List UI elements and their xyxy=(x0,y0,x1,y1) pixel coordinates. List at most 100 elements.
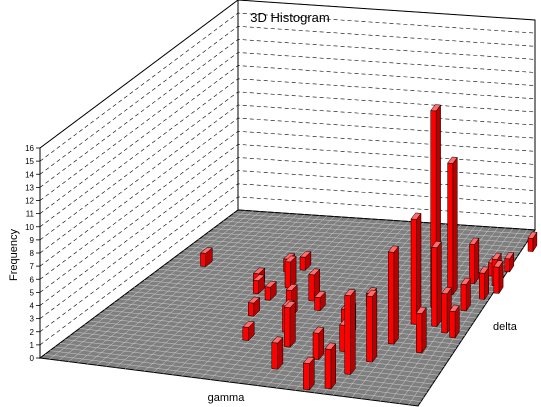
histogram-bar xyxy=(247,296,261,317)
grid-line xyxy=(39,144,536,293)
bar-top xyxy=(430,104,442,112)
z-tick-label: 8 xyxy=(30,249,35,258)
bar-top xyxy=(264,280,277,288)
bar-front xyxy=(308,274,315,302)
histogram-bar xyxy=(366,289,378,363)
chart-walls xyxy=(39,0,536,359)
bar-front xyxy=(447,162,454,295)
z-tick-label: 5 xyxy=(30,288,35,297)
bar-front xyxy=(431,247,438,327)
bar-side xyxy=(372,289,378,363)
bar-front xyxy=(493,266,500,294)
grid-line xyxy=(39,25,536,175)
bar-side xyxy=(330,342,336,390)
chart-bars xyxy=(199,104,538,391)
bar-top xyxy=(447,156,458,164)
bar-top xyxy=(252,267,266,275)
floor-grid-line xyxy=(173,257,497,288)
bar-top xyxy=(491,252,502,260)
histogram-bar xyxy=(324,342,337,390)
grid-line xyxy=(39,91,536,241)
z-tick-label: 12 xyxy=(25,197,34,206)
z-tick-label: 16 xyxy=(25,144,34,153)
bar-front xyxy=(416,312,423,354)
bar-top xyxy=(242,320,255,328)
z-tick-label: 14 xyxy=(25,170,34,179)
z-tick-label: 3 xyxy=(30,315,35,324)
bar-top xyxy=(252,274,266,281)
histogram-bar xyxy=(387,245,399,345)
histogram-bar xyxy=(449,304,460,339)
bar-top xyxy=(324,342,337,350)
bar-top xyxy=(283,252,296,260)
floor-grid-line xyxy=(233,213,533,235)
y-axis-label: delta xyxy=(493,321,518,333)
histogram-bar xyxy=(431,240,442,328)
floor-grid-line xyxy=(198,239,512,266)
grid-line xyxy=(39,196,536,346)
bar-side xyxy=(393,245,399,345)
histogram-bar xyxy=(493,260,504,295)
bar-top xyxy=(344,288,356,297)
histogram-bar xyxy=(271,336,284,371)
bar-front xyxy=(200,252,206,267)
bar-top xyxy=(415,306,427,314)
bar-top xyxy=(469,237,480,245)
floor-grid-line xyxy=(213,228,521,253)
bar-top xyxy=(312,326,325,334)
bar-front xyxy=(312,332,320,360)
histogram-bar xyxy=(344,288,356,376)
bar-top xyxy=(387,245,399,253)
bar-top xyxy=(366,289,378,297)
histogram-bar xyxy=(447,156,458,296)
chart-title: 3D Histogram xyxy=(250,10,329,25)
x-axis-label: gamma xyxy=(208,392,246,404)
bar-front xyxy=(479,272,485,300)
bar-top xyxy=(441,286,452,295)
histogram-bar xyxy=(478,266,490,301)
bar-front xyxy=(339,324,346,352)
z-tick-label: 0 xyxy=(30,354,35,363)
z-tick-label: 15 xyxy=(25,157,34,166)
bar-top xyxy=(285,283,298,291)
floor-grid-line xyxy=(313,224,454,393)
bar-front xyxy=(366,295,373,363)
bar-side xyxy=(474,237,480,285)
bar-top xyxy=(271,336,284,344)
bar-top xyxy=(504,252,515,260)
floor-grid-line xyxy=(178,254,500,284)
z-tick-label: 7 xyxy=(30,262,35,271)
bar-front xyxy=(504,258,510,273)
bar-top xyxy=(283,301,296,309)
z-tick-label: 6 xyxy=(30,275,35,284)
histogram-bar xyxy=(252,274,266,295)
bar-front xyxy=(388,251,395,345)
bar-front xyxy=(264,286,271,301)
histogram-bar xyxy=(312,326,325,361)
grid-line xyxy=(39,130,536,280)
bar-side xyxy=(452,156,458,296)
z-tick-label: 13 xyxy=(25,183,34,192)
z-tick-label: 1 xyxy=(30,341,35,350)
bar-front xyxy=(299,256,306,271)
bar-front xyxy=(242,326,249,341)
bar-top xyxy=(493,260,504,268)
grid-line xyxy=(39,157,536,306)
floor-grid-line xyxy=(208,231,518,257)
grid-line xyxy=(39,104,536,254)
bar-top xyxy=(299,250,312,258)
histogram-bar xyxy=(504,251,515,273)
bar-front xyxy=(284,306,291,348)
bar-top xyxy=(460,277,471,285)
bar-front xyxy=(344,294,351,375)
z-tick-label: 10 xyxy=(25,223,34,232)
histogram-bar xyxy=(469,237,480,285)
bar-front xyxy=(314,296,321,311)
bar-top xyxy=(431,240,442,249)
histogram-bar xyxy=(284,255,297,289)
back-wall xyxy=(237,0,536,231)
bar-front xyxy=(410,218,417,325)
bar-front xyxy=(271,342,278,370)
z-tick-label: 2 xyxy=(30,328,35,337)
